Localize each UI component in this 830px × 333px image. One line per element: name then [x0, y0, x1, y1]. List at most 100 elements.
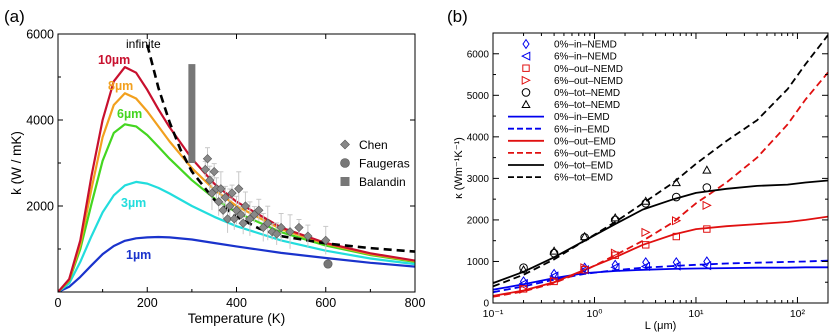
- series-label-10-m: 10µm: [98, 53, 130, 67]
- y-tick-label: 5000: [467, 91, 490, 102]
- chen-point: [218, 205, 228, 215]
- series-point-0-tot-nemd: [671, 192, 681, 202]
- legend-label-6-in-emd: 6%–in–EMD: [554, 124, 610, 135]
- series-point-0-tot-nemd: [702, 183, 712, 192]
- chen-point: [202, 154, 213, 164]
- x-tick-label: 10⁻¹: [483, 308, 504, 320]
- series-point-0-tot-nemd: [549, 248, 559, 258]
- chen-point: [220, 192, 230, 203]
- series-point-6-tot-nemd: [702, 165, 712, 174]
- legend-marker-0-tot-nemd: [521, 88, 531, 97]
- legend-chen-marker: [340, 139, 350, 150]
- series-point-6-tot-nemd: [549, 246, 559, 255]
- legend-label-0-out-nemd: 0%–out–NEMD: [554, 64, 623, 75]
- chen-point: [263, 218, 273, 228]
- series-line-0-in-emd: [493, 266, 828, 291]
- series-line-6-in-emd: [493, 259, 828, 294]
- legend-label-0-in-nemd: 0%–in–NEMD: [554, 40, 617, 51]
- legend-marker-6-out-nemd: [521, 75, 531, 85]
- y-axis-label: κ (Wm⁻¹K⁻¹): [453, 137, 465, 199]
- chen-point: [276, 222, 286, 233]
- x-tick-label: 800: [405, 296, 426, 310]
- legend-chen-label: Chen: [359, 138, 388, 152]
- series-label-8-m: 8µm: [108, 79, 133, 93]
- series-point-6-out-nemd: [610, 248, 621, 258]
- series-point-0-tot-nemd: [641, 199, 651, 208]
- chen-point: [236, 209, 246, 220]
- x-tick-label: 10²: [790, 308, 806, 320]
- series-point-6-in-nemd: [640, 261, 651, 272]
- x-tick-label: 200: [137, 296, 158, 310]
- chen-point: [240, 201, 251, 211]
- series-point-6-tot-nemd: [518, 264, 529, 274]
- series-point-6-out-nemd: [580, 263, 590, 273]
- chen-point: [214, 197, 224, 207]
- series-point-6-out-nemd: [641, 227, 651, 237]
- series-point-6-tot-nemd: [671, 177, 681, 187]
- series-label-1-m: 1µm: [126, 248, 151, 262]
- legend-label-0-in-emd: 0%–in–EMD: [554, 112, 610, 123]
- series-point-6-in-nemd: [701, 261, 712, 271]
- chen-point: [234, 184, 244, 194]
- chen-point: [229, 214, 239, 224]
- balandin-bar: [188, 64, 196, 163]
- x-tick-label: 10⁰: [587, 308, 603, 320]
- panel-b-frame: [492, 32, 829, 304]
- x-tick-label: 600: [315, 296, 336, 310]
- panel-b-plot: [493, 34, 828, 298]
- series-point-6-out-nemd: [519, 284, 529, 294]
- series-line-6-out-emd: [493, 71, 828, 298]
- series-point-0-out-nemd: [672, 232, 680, 241]
- series-label-6-m: 6µm: [117, 107, 142, 121]
- y-tick-label: 6000: [26, 28, 54, 42]
- legend-faugeras-marker: [340, 158, 350, 168]
- x-tick-label: 400: [226, 296, 247, 310]
- series-line-0-out-emd: [493, 215, 828, 297]
- series-label-infinite: infinite: [126, 37, 161, 51]
- legend-label-6-out-emd: 6%–out–EMD: [554, 149, 616, 160]
- series-line-1-m: [58, 235, 415, 292]
- chen-point: [227, 188, 237, 198]
- x-axis-label: Temperature (K): [188, 311, 286, 326]
- series-point-0-tot-nemd: [519, 263, 528, 272]
- x-tick-label: 0: [55, 296, 62, 310]
- series-point-0-out-nemd: [611, 251, 619, 259]
- panel-a: (a) 0 200 400 600 800 2000 4000 6000 Temperature …: [4, 7, 425, 326]
- chen-point: [225, 201, 235, 211]
- x-axis-label: L (μm): [645, 320, 677, 332]
- legend-label-6-in-nemd: 6%–in–NEMD: [554, 52, 617, 63]
- panel-b-label: (b): [447, 7, 468, 26]
- series-point-6-in-nemd: [579, 265, 589, 275]
- legend-label-6-tot-emd: 6%–tot–EMD: [554, 173, 613, 184]
- series-point-0-out-nemd: [642, 241, 650, 249]
- series-point-6-tot-nemd: [579, 231, 590, 241]
- legend-marker-0-in-nemd: [522, 38, 530, 50]
- legend-label-6-tot-nemd: 6%–tot–NEMD: [554, 100, 620, 111]
- chen-point: [294, 222, 304, 233]
- y-tick-label: 6000: [467, 49, 490, 60]
- y-tick-label: 4000: [467, 132, 490, 143]
- legend-faugeras-label: Faugeras: [359, 157, 410, 171]
- chen-point: [285, 227, 295, 237]
- chen-point: [303, 231, 313, 241]
- y-tick-label: 2000: [467, 215, 490, 226]
- legend-label-0-out-emd: 0%–out–EMD: [554, 136, 616, 147]
- series-point-6-tot-nemd: [610, 213, 620, 222]
- series-point-6-out-nemd: [671, 216, 682, 226]
- legend-marker-6-tot-nemd: [521, 99, 531, 109]
- legend-balandin-marker: [340, 177, 350, 186]
- chen-point: [216, 184, 226, 194]
- chen-point: [205, 175, 215, 185]
- faugeras-point: [323, 259, 333, 269]
- series-point-0-out-nemd: [580, 266, 589, 274]
- chen-point: [272, 229, 282, 239]
- legend-label-6-out-nemd: 6%–out–NEMD: [554, 76, 623, 87]
- series-point-0-in-nemd: [642, 257, 650, 268]
- panel-b: (b) 10⁻¹ 10⁰ 10¹ 10² 0 1000 2000 3000 4000 5000 600…: [447, 7, 829, 332]
- y-tick-label: 2000: [26, 200, 54, 214]
- series-label-3-m: 3µm: [121, 196, 146, 210]
- series-point-0-in-nemd: [703, 256, 711, 267]
- series-point-6-out-nemd: [702, 200, 712, 210]
- x-tick-label: 10¹: [688, 308, 704, 320]
